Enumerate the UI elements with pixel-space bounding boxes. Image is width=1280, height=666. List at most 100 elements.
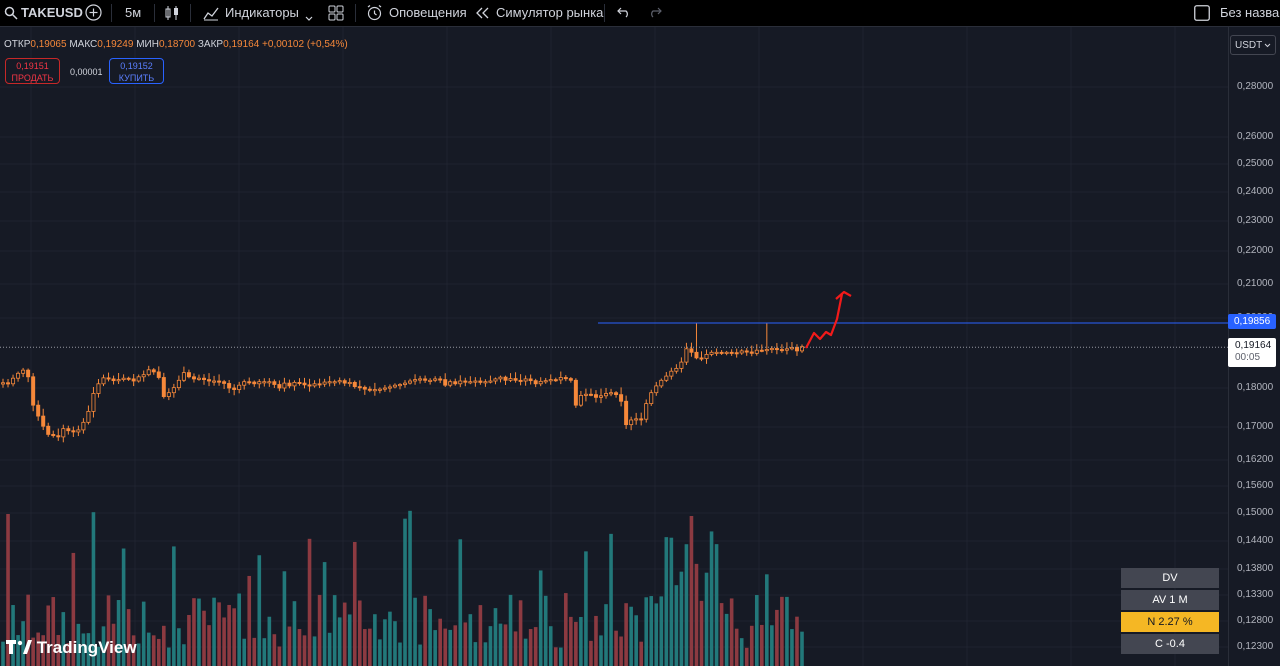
volume-bar bbox=[468, 614, 473, 666]
volume-bar bbox=[624, 603, 628, 666]
volume-bar bbox=[272, 634, 277, 666]
volume-bar bbox=[619, 636, 623, 666]
volume-bar bbox=[36, 632, 40, 666]
volume-bar bbox=[734, 628, 739, 666]
volume-bar bbox=[604, 604, 608, 666]
volume-bar bbox=[503, 624, 508, 666]
candle-body bbox=[644, 403, 649, 420]
price-chart[interactable] bbox=[0, 27, 1228, 666]
volume-bar bbox=[413, 597, 417, 666]
candle-body bbox=[397, 384, 402, 387]
volume-bar bbox=[31, 637, 35, 666]
market-replay-button[interactable]: Симулятор рынка bbox=[496, 5, 604, 20]
layout-name[interactable]: Без назван bbox=[1220, 5, 1280, 20]
candle-body bbox=[337, 380, 342, 383]
volume-bar bbox=[679, 571, 684, 666]
candle-body bbox=[734, 352, 739, 355]
volume-bar bbox=[146, 632, 151, 666]
volume-bar bbox=[564, 593, 568, 666]
volume-bar bbox=[759, 624, 764, 666]
volume-bar bbox=[790, 629, 794, 666]
volume-bar bbox=[237, 593, 241, 666]
volume-bar bbox=[317, 594, 322, 666]
volume-bar bbox=[765, 574, 769, 666]
candle-body bbox=[317, 383, 322, 386]
volume-bar bbox=[327, 632, 332, 666]
candle-body bbox=[307, 384, 312, 387]
candle-body bbox=[342, 380, 347, 384]
volume-bar bbox=[347, 614, 352, 666]
buy-button[interactable]: 0,19152 КУПИТЬ bbox=[109, 58, 164, 84]
volume-bar bbox=[508, 594, 513, 666]
volume-bar bbox=[61, 612, 66, 666]
candle-body bbox=[161, 377, 166, 397]
volume-bar bbox=[71, 552, 76, 666]
volume-bar bbox=[151, 635, 156, 666]
candle-body bbox=[16, 372, 21, 379]
volume-bar bbox=[649, 596, 654, 666]
volume-bar bbox=[131, 635, 136, 666]
redo-icon[interactable] bbox=[648, 6, 662, 21]
candle-body bbox=[769, 348, 774, 351]
candle-body bbox=[0, 382, 6, 385]
symbol-name[interactable]: TAKEUSD bbox=[21, 5, 83, 20]
sell-button[interactable]: 0,19151 ПРОДАТЬ bbox=[5, 58, 60, 84]
candles-icon[interactable] bbox=[164, 5, 180, 24]
volume-bar bbox=[187, 614, 191, 666]
indicators-button[interactable]: Индикаторы bbox=[225, 5, 299, 20]
candle-body bbox=[709, 351, 714, 355]
indicators-icon[interactable] bbox=[203, 5, 219, 24]
level-price-label: 0,19856 bbox=[1228, 314, 1276, 329]
candle-body bbox=[704, 353, 709, 359]
alerts-button[interactable]: Оповещения bbox=[389, 5, 467, 20]
price-tick-label: 0,15000 bbox=[1237, 507, 1274, 518]
volume-bar bbox=[795, 616, 799, 666]
undo-icon[interactable] bbox=[617, 6, 631, 21]
volume-bar bbox=[694, 563, 699, 666]
search-icon[interactable] bbox=[4, 6, 18, 23]
rewind-icon[interactable] bbox=[476, 7, 490, 22]
candle-body bbox=[31, 376, 36, 406]
volume-bar bbox=[66, 643, 71, 666]
chevron-down-icon[interactable] bbox=[305, 10, 313, 25]
candle-body bbox=[563, 377, 568, 380]
tradingview-logo[interactable]: TradingView bbox=[6, 636, 137, 660]
candle-body bbox=[212, 380, 217, 383]
layout-checkbox[interactable] bbox=[1194, 5, 1210, 24]
candle-body bbox=[568, 378, 573, 381]
candle-body bbox=[302, 382, 307, 386]
volume-bar bbox=[654, 603, 659, 666]
add-symbol-icon[interactable] bbox=[85, 4, 102, 24]
price-tick-label: 0,26000 bbox=[1237, 131, 1274, 142]
volume-bar bbox=[634, 615, 638, 666]
volume-bar bbox=[780, 596, 784, 666]
volume-bar bbox=[443, 628, 448, 666]
candle-body bbox=[61, 428, 66, 438]
candle-body bbox=[614, 392, 619, 396]
volume-bar bbox=[533, 627, 538, 666]
panel-c: C -0.4 bbox=[1121, 634, 1219, 654]
candle-body bbox=[247, 381, 252, 384]
volume-bar bbox=[207, 625, 211, 666]
alarm-clock-icon[interactable] bbox=[366, 4, 383, 24]
candle-body bbox=[207, 379, 212, 382]
spread-value: 0,00001 bbox=[70, 67, 103, 77]
volume-bar bbox=[659, 596, 664, 666]
layout-grid-icon[interactable] bbox=[328, 5, 344, 24]
candle-body bbox=[312, 383, 317, 387]
candle-body bbox=[453, 381, 458, 385]
volume-bar bbox=[111, 623, 116, 666]
candle-body bbox=[101, 377, 106, 385]
candle-body bbox=[558, 377, 563, 381]
interval-button[interactable]: 5м bbox=[125, 5, 142, 20]
price-tick-label: 0,23000 bbox=[1237, 215, 1274, 226]
candle-body bbox=[679, 361, 684, 369]
candle-body bbox=[689, 348, 694, 353]
volume-bar bbox=[498, 623, 503, 666]
currency-select[interactable]: USDT bbox=[1230, 35, 1276, 55]
volume-bar bbox=[393, 621, 397, 666]
candle-body bbox=[784, 348, 789, 351]
candle-body bbox=[387, 386, 392, 389]
candles bbox=[0, 322, 805, 443]
candle-body bbox=[56, 435, 61, 438]
